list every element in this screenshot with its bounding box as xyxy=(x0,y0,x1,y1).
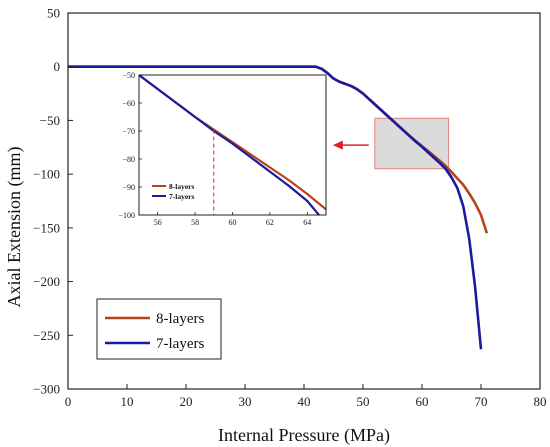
inset-x-tick-label: 58 xyxy=(191,218,199,227)
x-tick-label: 40 xyxy=(298,394,311,409)
inset-x-tick-label: 60 xyxy=(229,218,237,227)
arrow-head xyxy=(332,140,343,150)
x-tick-label: 50 xyxy=(357,394,370,409)
y-tick-label: −300 xyxy=(33,382,60,397)
legend-label-8-layers: 8-layers xyxy=(156,311,204,327)
x-tick-label: 10 xyxy=(121,394,134,409)
inset-series-group xyxy=(139,75,326,215)
y-tick-label: 50 xyxy=(47,6,60,21)
y-tick-label: −150 xyxy=(33,220,60,235)
x-tick-label: 60 xyxy=(416,394,429,409)
zoom-region xyxy=(368,97,453,179)
x-tick-label: 20 xyxy=(180,394,193,409)
inset-plot: 56 58 60 62 64 −50 −60 −70 −80 −90 −100 8-layers7-l… xyxy=(118,71,327,227)
legend-box xyxy=(96,298,222,360)
x-tick-label: 30 xyxy=(239,394,252,409)
inset-y-tick-label: −80 xyxy=(122,155,135,164)
x-tick-label: 70 xyxy=(475,394,488,409)
inset-x-tick-label: 62 xyxy=(266,218,274,227)
inset-x-tick-label: 56 xyxy=(154,218,162,227)
legend-label-7-layers: 7-layers xyxy=(156,336,204,352)
inset-series-line-7-layers xyxy=(139,75,321,215)
inset-x-tick-label: 64 xyxy=(303,218,311,227)
y-tick-label: 0 xyxy=(54,59,61,74)
zoom-series-7-layers xyxy=(368,97,453,179)
y-tick-label: −100 xyxy=(33,167,60,182)
main-plot: 0 10 20 30 40 50 60 70 80 50 0 −50 −100 −150 −200 −250 −… xyxy=(33,6,546,410)
x-axis-label: Internal Pressure (MPa) xyxy=(218,425,390,446)
inset-pointer-arrow xyxy=(332,140,369,150)
main-legend: 8-layers 7-layers xyxy=(96,298,222,360)
inset-y-tick-label: −100 xyxy=(118,211,135,220)
inset-y-tick-label: −70 xyxy=(122,127,135,136)
inset-legend-label-8-layers: 8-layers xyxy=(169,182,194,191)
inset-y-tick-label: −90 xyxy=(122,183,135,192)
y-tick-label: −50 xyxy=(40,113,60,128)
y-axis-label: Axial Extension (mm) xyxy=(4,147,25,308)
y-tick-label: −250 xyxy=(33,328,60,343)
x-tick-label: 0 xyxy=(65,394,72,409)
zoom-rectangle xyxy=(374,117,450,170)
inset-y-tick-label: −60 xyxy=(122,99,135,108)
x-tick-label: 80 xyxy=(534,394,547,409)
y-tick-label: −200 xyxy=(33,274,60,289)
inset-y-tick-label: −50 xyxy=(122,71,135,80)
inset-legend-label-7-layers: 7-layers xyxy=(169,192,194,201)
